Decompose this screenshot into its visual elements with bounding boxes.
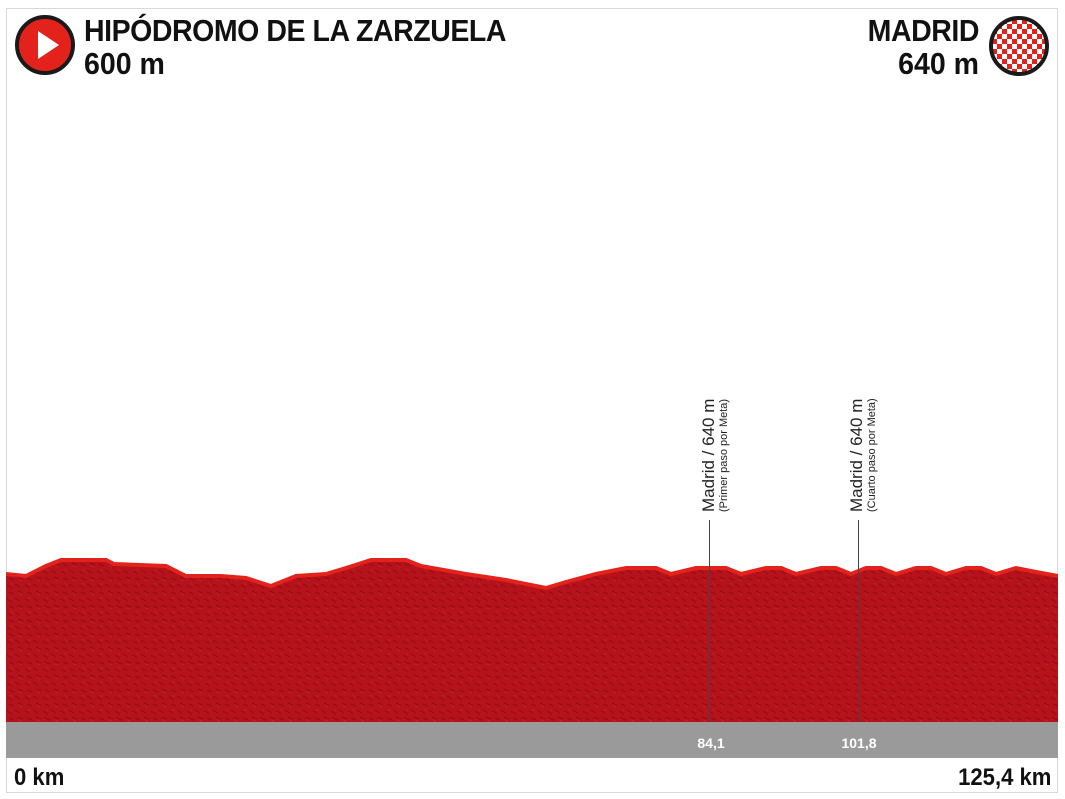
finish-altitude: 640 m: [898, 46, 979, 81]
start-header: HIPÓDROMO DE LA ZARZUELA 600 m: [14, 14, 543, 80]
passage-line: [858, 520, 859, 722]
profile-body: [6, 560, 1058, 722]
start-altitude: 600 m: [84, 46, 165, 81]
start-play-icon: [15, 15, 75, 75]
passage-line: [709, 520, 710, 722]
start-location-name: HIPÓDROMO DE LA ZARZUELA: [84, 13, 507, 48]
distance-band: [6, 722, 1058, 758]
distance-start-label: 0 km: [14, 764, 65, 791]
finish-location-name: MADRID: [867, 13, 980, 48]
passage-label: Madrid / 640 m (Cuarto paso por Meta): [847, 398, 878, 512]
passage-subtitle: (Primer paso por Meta): [718, 398, 730, 512]
profile-top-edge: [6, 558, 1058, 591]
profile-frame: [6, 8, 1058, 793]
elevation-profile: [6, 558, 1058, 722]
finish-header: MADRID 640 m: [858, 14, 1051, 80]
distance-end-label: 125,4 km: [957, 764, 1051, 791]
passage-subtitle: (Cuarto paso por Meta): [866, 398, 878, 512]
passage-title: Madrid / 640 m: [847, 398, 866, 512]
passage-title: Madrid / 640 m: [699, 398, 718, 512]
passage-km-label: 101,8: [841, 735, 877, 751]
passage-km-label: 84,1: [697, 735, 725, 751]
checkered-flag-icon: [989, 16, 1049, 76]
passage-label: Madrid / 640 m (Primer paso por Meta): [699, 398, 730, 512]
